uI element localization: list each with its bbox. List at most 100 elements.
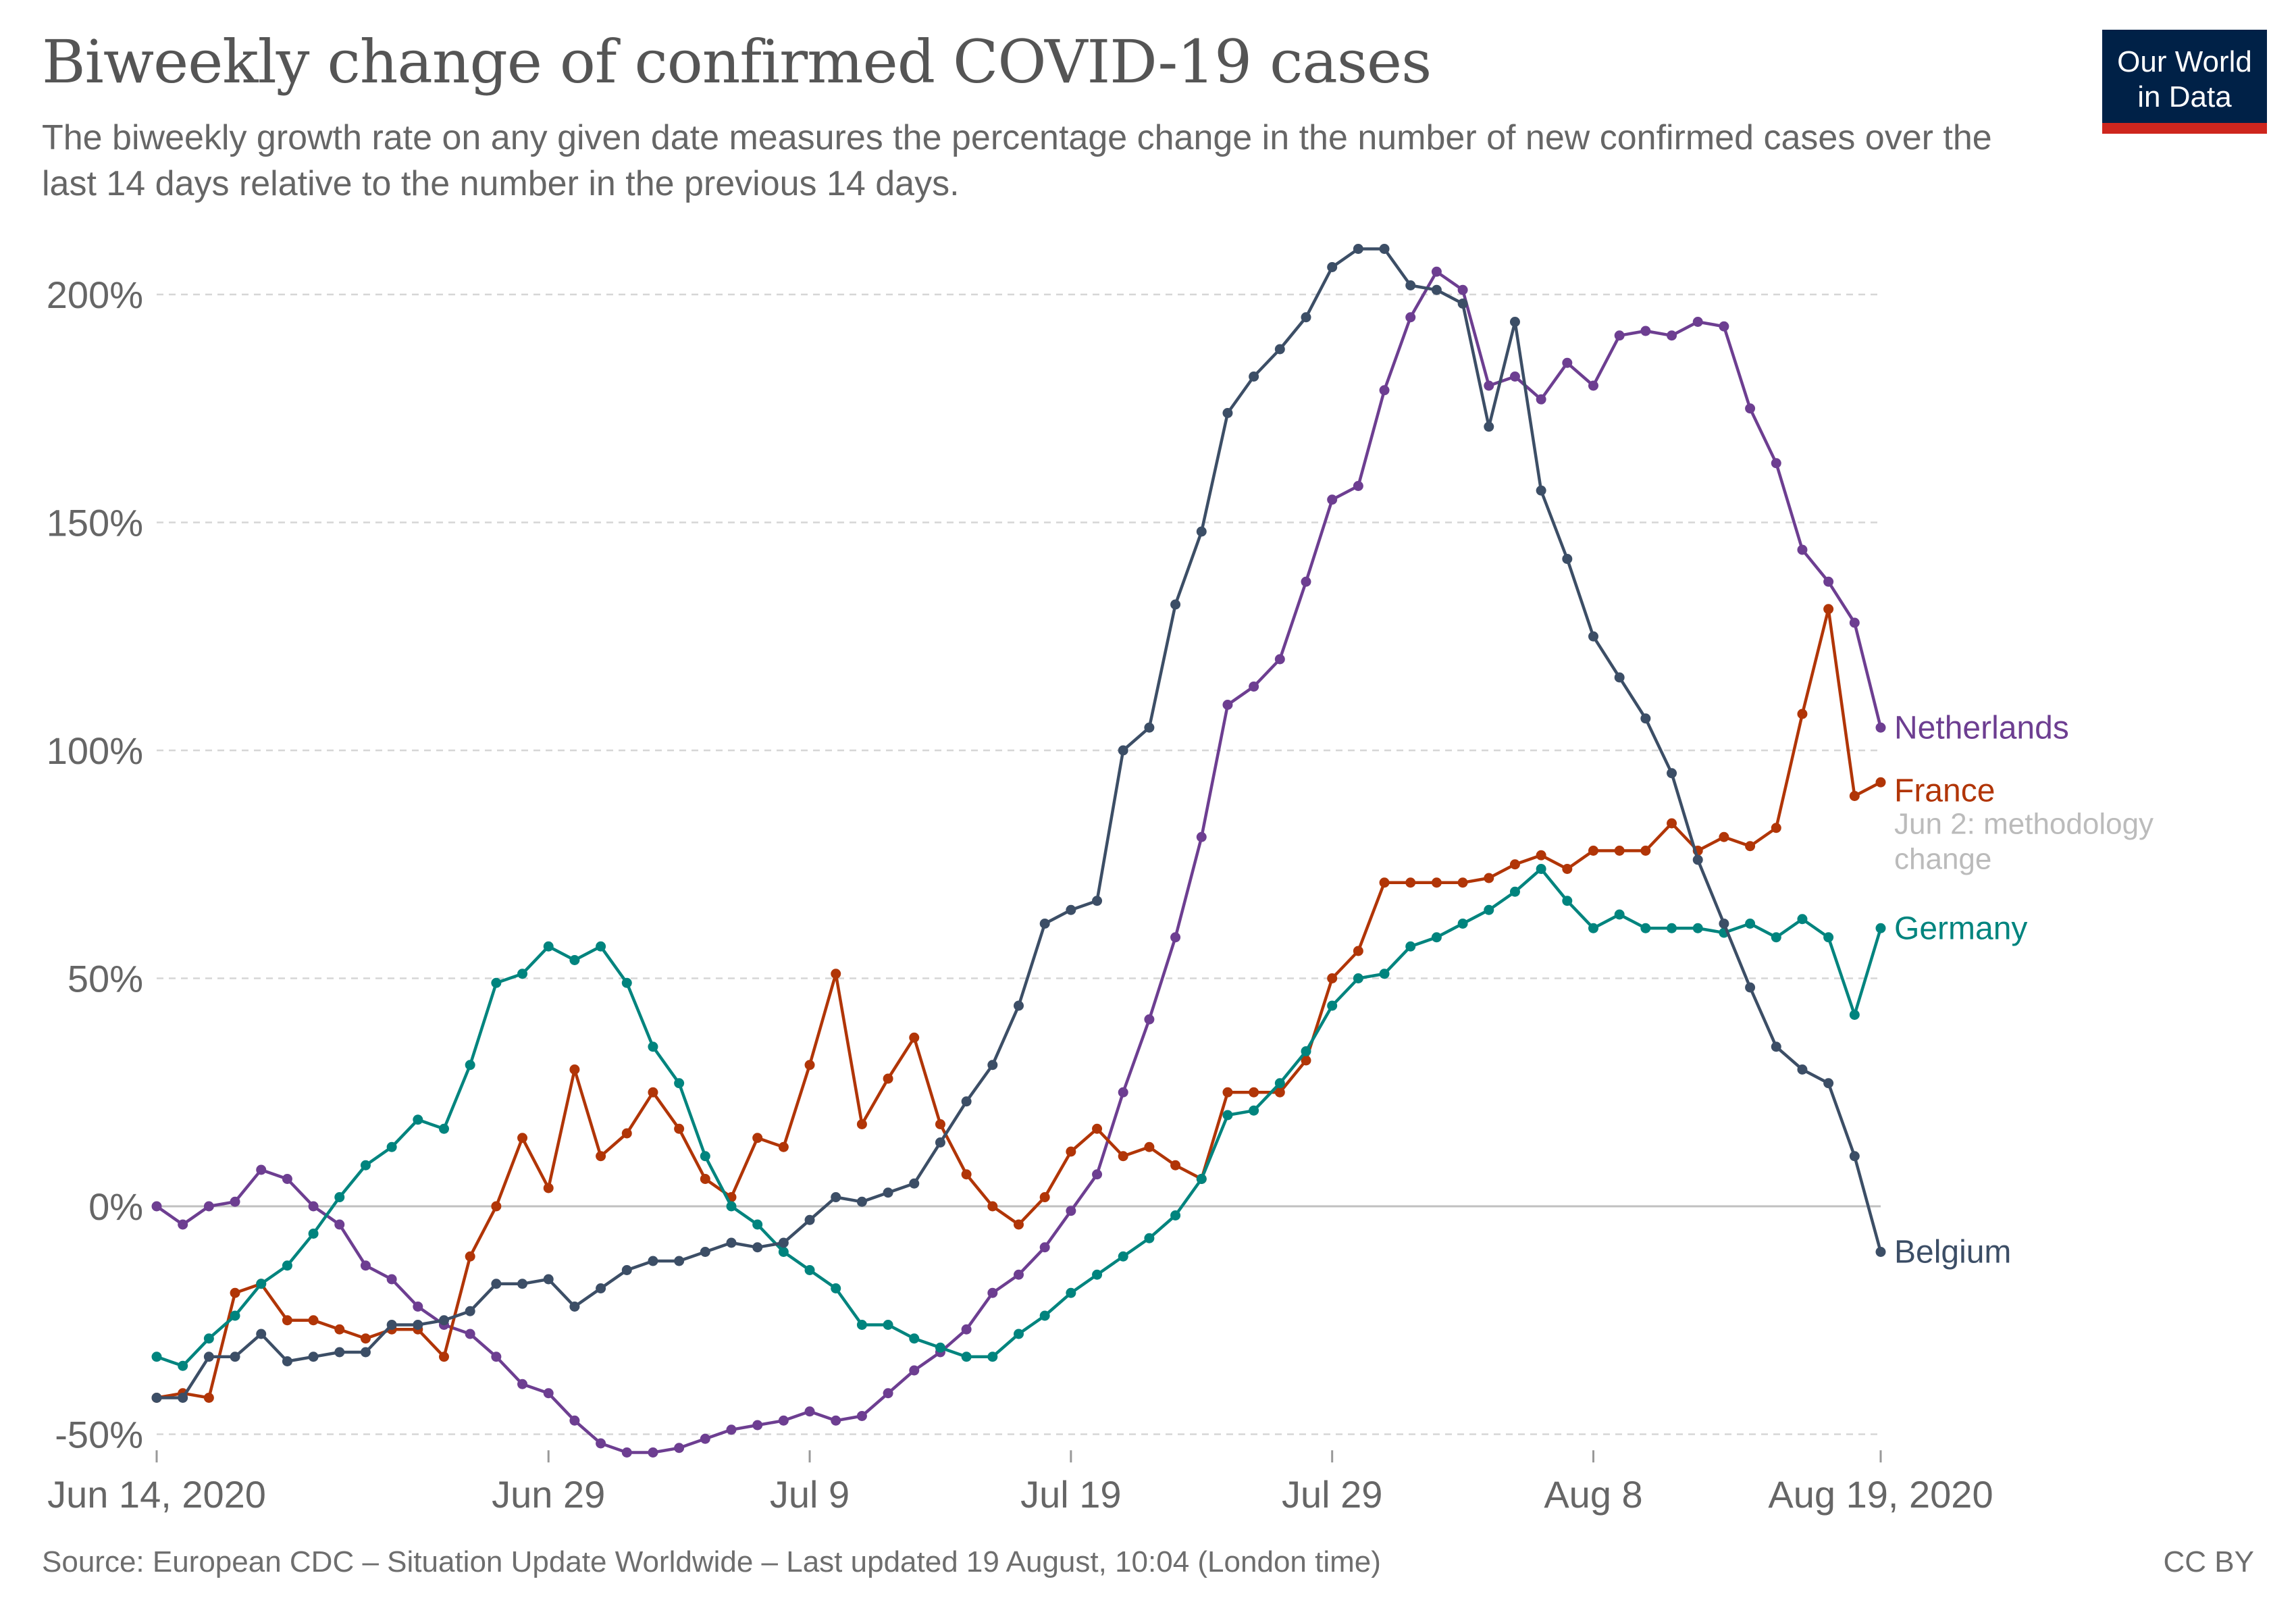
data-point-germany (569, 955, 580, 965)
chart-subtitle: The biweekly growth rate on any given da… (42, 118, 1992, 203)
data-point-france (1222, 1087, 1233, 1098)
data-point-netherlands (1222, 700, 1233, 710)
data-point-france (1849, 791, 1860, 801)
data-point-france (1457, 877, 1468, 888)
data-point-belgium (909, 1178, 920, 1189)
data-point-germany (439, 1123, 449, 1134)
data-point-belgium (517, 1279, 528, 1289)
data-point-netherlands (1431, 266, 1442, 277)
data-point-netherlands (491, 1352, 502, 1362)
data-point-netherlands (1014, 1269, 1024, 1280)
data-point-france (282, 1315, 292, 1326)
data-point-germany (465, 1060, 475, 1071)
data-point-france (439, 1352, 449, 1362)
data-point-france (334, 1324, 345, 1335)
x-tick-label: Aug 19, 2020 (1768, 1473, 1993, 1516)
data-point-france (1249, 1087, 1259, 1098)
data-point-belgium (961, 1096, 972, 1107)
data-point-germany (1509, 886, 1520, 897)
data-point-netherlands (621, 1447, 632, 1458)
data-point-germany (700, 1151, 710, 1162)
data-point-belgium (726, 1237, 737, 1248)
data-point-germany (230, 1310, 240, 1321)
data-point-netherlands (1274, 654, 1285, 665)
data-point-germany (1588, 923, 1598, 933)
data-point-netherlands (596, 1438, 606, 1449)
data-point-germany (883, 1320, 893, 1330)
data-point-france (1170, 1160, 1181, 1170)
source-note: Source: European CDC – Situation Update … (42, 1545, 1381, 1578)
note-text-line-1: : methodology (1967, 807, 2154, 840)
data-point-france (569, 1064, 580, 1075)
data-point-france (517, 1133, 528, 1143)
data-point-france (700, 1174, 710, 1184)
data-point-germany (1092, 1269, 1103, 1280)
data-point-germany (961, 1352, 972, 1362)
data-point-france (1614, 846, 1625, 856)
data-point-belgium (543, 1274, 554, 1285)
data-point-france (1536, 850, 1546, 860)
license-link[interactable]: CC BY (2163, 1545, 2254, 1578)
data-point-germany (1196, 1174, 1207, 1184)
data-point-germany (778, 1247, 789, 1257)
data-point-germany (491, 977, 502, 988)
data-point-netherlands (1849, 617, 1860, 628)
data-point-germany (1379, 969, 1390, 979)
y-tick-label: 50% (68, 958, 143, 1000)
data-point-germany (1066, 1287, 1076, 1298)
data-point-france (1379, 877, 1390, 888)
x-tick-label: Jul 29 (1282, 1473, 1382, 1516)
data-point-netherlands (1509, 371, 1520, 382)
data-point-netherlands (413, 1302, 423, 1312)
x-tick-label: Jun 29 (492, 1473, 605, 1516)
data-point-france (491, 1201, 502, 1212)
data-point-france (856, 1119, 867, 1129)
data-point-netherlands (1066, 1206, 1076, 1216)
data-point-france (987, 1201, 998, 1212)
data-point-netherlands (1144, 1014, 1155, 1025)
label-layer: -50% 0% 50% 100% 150% 200% Jun 14, 2020 Jun 29 J… (47, 274, 2154, 1516)
data-point-germany (1745, 919, 1756, 929)
data-point-belgium (1719, 919, 1729, 929)
data-point-germany (1823, 932, 1834, 943)
data-point-belgium (621, 1265, 632, 1275)
data-point-germany (648, 1041, 658, 1052)
series-label-germany: Germany (1894, 910, 2027, 946)
data-point-germany (1014, 1329, 1024, 1339)
data-point-belgium (831, 1192, 841, 1202)
data-point-germany (151, 1352, 162, 1362)
data-point-france (360, 1333, 371, 1344)
data-point-netherlands (909, 1365, 920, 1376)
data-point-germany (1667, 923, 1677, 933)
data-point-belgium (465, 1306, 475, 1316)
data-point-belgium (1249, 371, 1259, 382)
note-date: Jun 2 (1894, 807, 1967, 840)
data-point-netherlands (1719, 321, 1729, 332)
data-point-germany (1118, 1251, 1128, 1262)
grid-layer (155, 293, 1882, 1463)
owid-logo[interactable]: Our World in Data (2102, 30, 2267, 134)
data-point-belgium (203, 1352, 214, 1362)
data-point-germany (621, 977, 632, 988)
data-point-netherlands (360, 1260, 371, 1271)
data-point-france (778, 1141, 789, 1152)
data-point-netherlands (178, 1219, 188, 1230)
data-point-germany (1249, 1105, 1259, 1116)
data-point-france (804, 1060, 815, 1071)
data-point-netherlands (1797, 544, 1808, 555)
data-point-germany (831, 1283, 841, 1293)
data-point-netherlands (282, 1174, 292, 1184)
data-point-netherlands (1039, 1242, 1050, 1253)
data-point-belgium (569, 1302, 580, 1312)
data-point-france (1797, 709, 1808, 719)
data-point-france (1719, 831, 1729, 842)
data-point-germany (1301, 1046, 1311, 1056)
data-point-germany (752, 1219, 763, 1230)
data-point-germany (1536, 864, 1546, 874)
data-point-germany (413, 1114, 423, 1125)
data-point-belgium (1536, 485, 1546, 496)
data-point-belgium (1379, 244, 1390, 254)
data-point-germany (1562, 896, 1573, 906)
data-point-netherlands (1379, 385, 1390, 396)
